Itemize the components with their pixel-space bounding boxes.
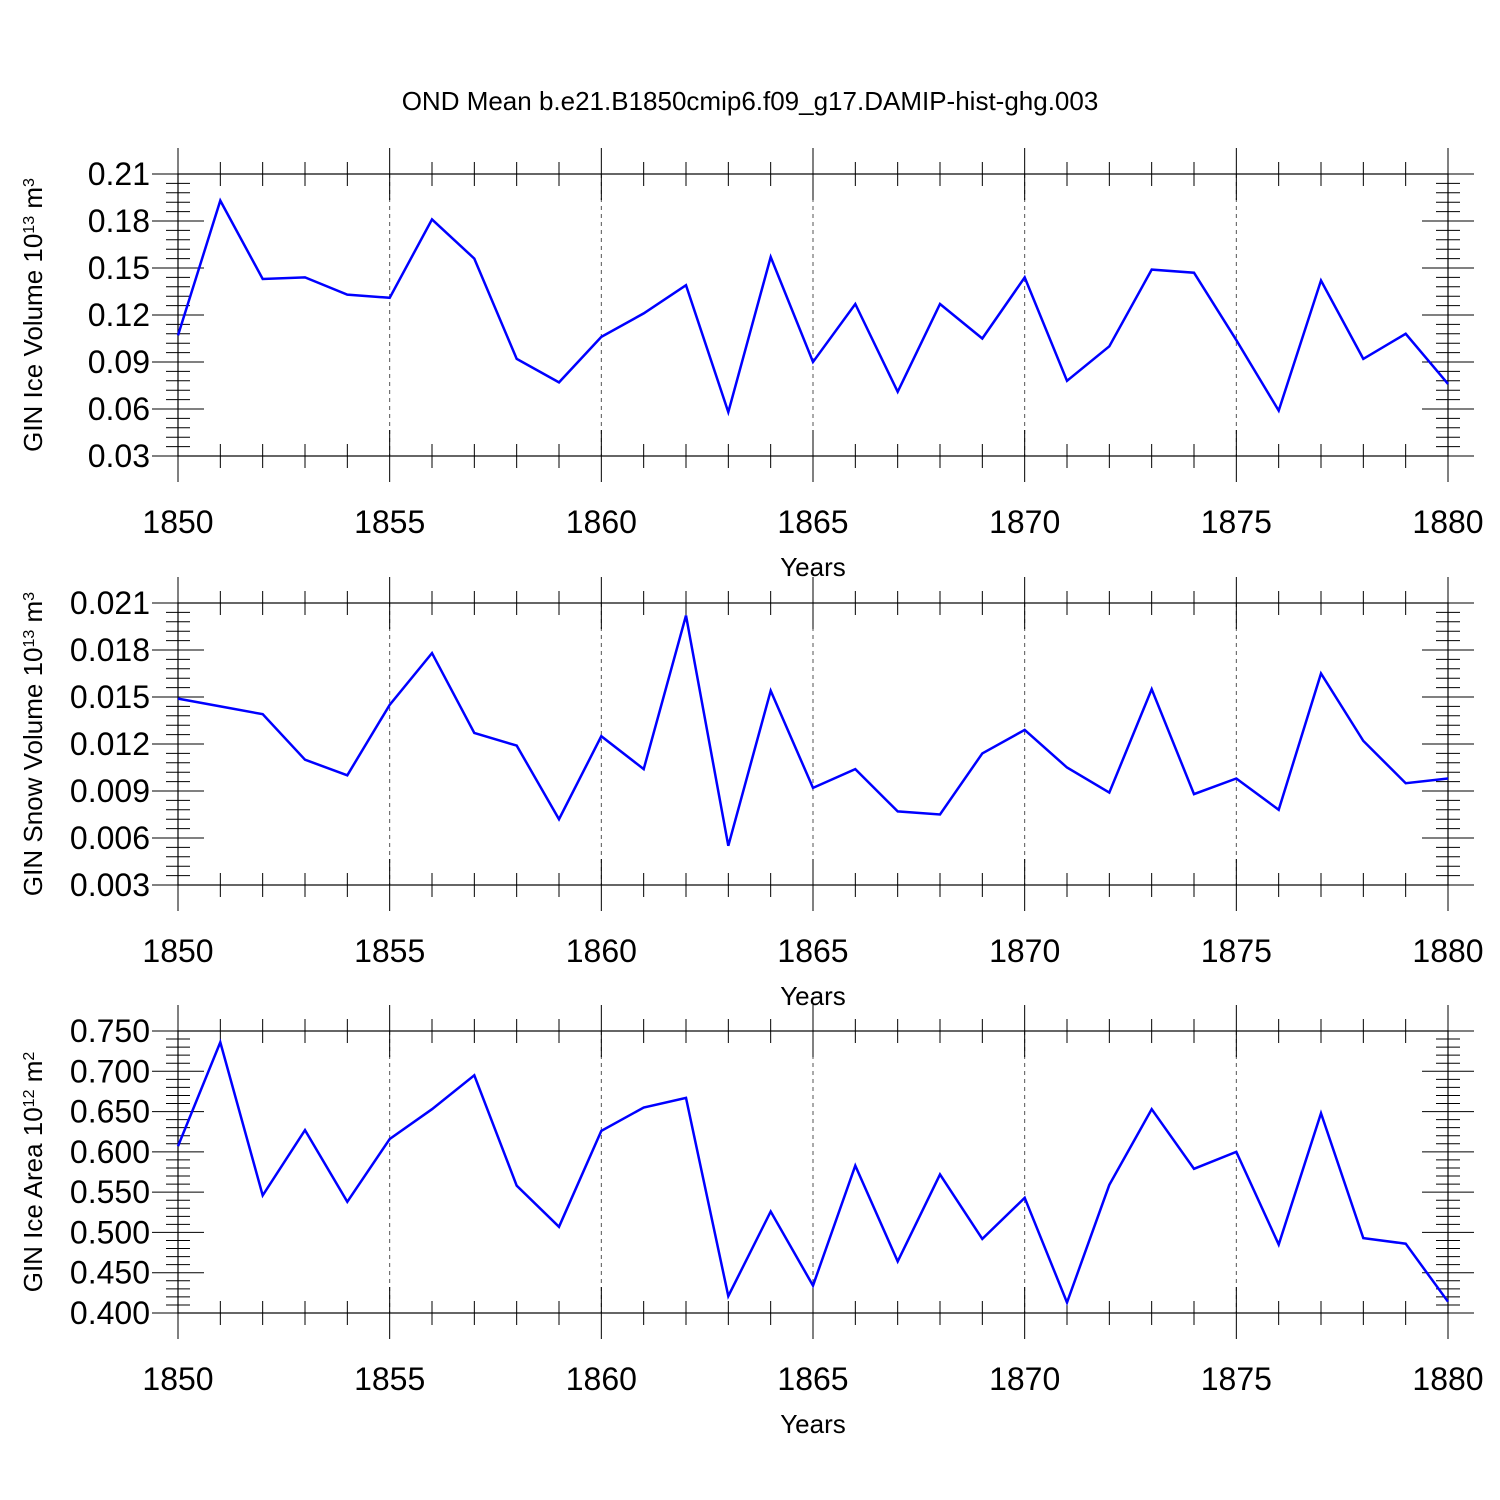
x-tick-label: 1850 xyxy=(142,933,213,969)
x-tick-label: 1865 xyxy=(777,504,848,540)
y-tick-label: 0.03 xyxy=(88,438,150,474)
y-tick-label: 0.015 xyxy=(70,679,150,715)
y-tick-label: 0.450 xyxy=(70,1255,150,1291)
y-tick-label: 0.500 xyxy=(70,1214,150,1250)
y-tick-label: 0.009 xyxy=(70,773,150,809)
y-tick-label: 0.06 xyxy=(88,391,150,427)
y-tick-label: 0.600 xyxy=(70,1134,150,1170)
y-axis-title: GIN Ice Volume 1013 m3 xyxy=(18,178,48,452)
x-tick-label: 1870 xyxy=(989,504,1060,540)
x-tick-label: 1865 xyxy=(777,1361,848,1397)
x-tick-label: 1870 xyxy=(989,1361,1060,1397)
panel-2: 0.003 0.006 0.009 0.012 0.015 0.018 0.021 1850 1… xyxy=(18,577,1484,1011)
x-tick-label: 1855 xyxy=(354,933,425,969)
x-tick-label: 1880 xyxy=(1412,504,1483,540)
y-axis-title: GIN Ice Area 1012 m2 xyxy=(18,1052,48,1293)
y-tick-label: 0.550 xyxy=(70,1174,150,1210)
x-tick-label: 1860 xyxy=(566,504,637,540)
y-axis-title: GIN Snow Volume 1013 m3 xyxy=(18,592,48,896)
x-tick-label: 1855 xyxy=(354,504,425,540)
chart-title: OND Mean b.e21.B1850cmip6.f09_g17.DAMIP-… xyxy=(402,86,1099,116)
x-tick-label: 1880 xyxy=(1412,1361,1483,1397)
x-tick-label: 1855 xyxy=(354,1361,425,1397)
panel-3: 0.400 0.450 0.500 0.550 0.600 0.650 0.700 0.750… xyxy=(18,1005,1484,1439)
y-tick-label: 0.700 xyxy=(70,1053,150,1089)
y-tick-label: 0.15 xyxy=(88,250,150,286)
x-tick-label: 1875 xyxy=(1201,1361,1272,1397)
chart-panels: 0.03 0.06 0.09 0.12 0.15 0.18 0.21 1850 1855 1860… xyxy=(18,148,1484,1439)
x-tick-label: 1870 xyxy=(989,933,1060,969)
x-tick-label: 1865 xyxy=(777,933,848,969)
y-tick-label: 0.21 xyxy=(88,156,150,192)
x-tick-label: 1850 xyxy=(142,1361,213,1397)
x-tick-label: 1875 xyxy=(1201,504,1272,540)
y-tick-label: 0.650 xyxy=(70,1094,150,1130)
x-axis-title: Years xyxy=(780,1409,846,1439)
y-tick-label: 0.003 xyxy=(70,867,150,903)
series-line xyxy=(176,197,1449,417)
x-tick-label: 1860 xyxy=(566,1361,637,1397)
panel-1: 0.03 0.06 0.09 0.12 0.15 0.18 0.21 1850 1855 1860… xyxy=(18,148,1484,582)
y-tick-label: 0.09 xyxy=(88,344,150,380)
y-tick-label: 0.021 xyxy=(70,585,150,621)
x-tick-label: 1850 xyxy=(142,504,213,540)
y-tick-label: 0.750 xyxy=(70,1013,150,1049)
y-tick-label: 0.006 xyxy=(70,820,150,856)
y-tick-label: 0.012 xyxy=(70,726,150,762)
y-tick-label: 0.400 xyxy=(70,1295,150,1331)
y-tick-label: 0.018 xyxy=(70,632,150,668)
x-tick-label: 1860 xyxy=(566,933,637,969)
series-line xyxy=(176,1038,1450,1307)
series-line xyxy=(177,615,1449,847)
x-tick-label: 1880 xyxy=(1412,933,1483,969)
x-tick-label: 1875 xyxy=(1201,933,1272,969)
y-tick-label: 0.12 xyxy=(88,297,150,333)
y-tick-label: 0.18 xyxy=(88,203,150,239)
